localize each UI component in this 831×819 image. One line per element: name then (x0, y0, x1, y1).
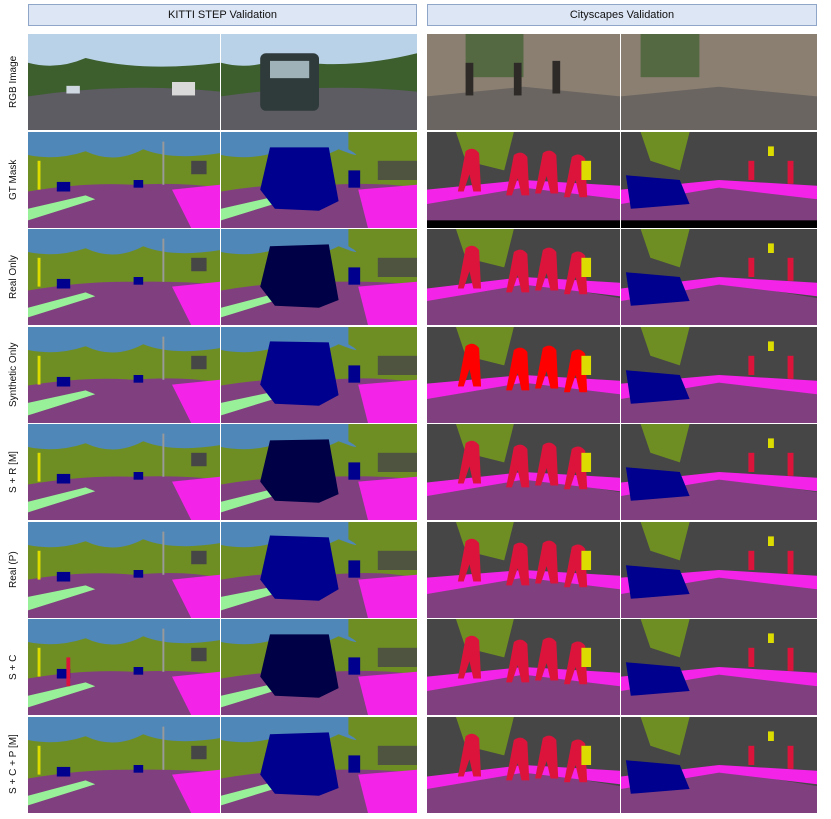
segmentation-mask (221, 521, 417, 618)
row-label: Real (P) (8, 551, 19, 588)
segmentation-mask (221, 131, 417, 228)
segmentation-mask-panel (621, 619, 817, 715)
segmentation-mask-panel (621, 229, 817, 325)
segmentation-mask-panel (28, 326, 220, 423)
segmentation-mask-panel (28, 424, 220, 520)
segmentation-mask-panel (621, 716, 817, 813)
segmentation-mask-panel (28, 716, 220, 813)
header-kitti: KITTI STEP Validation (28, 4, 417, 26)
segmentation-mask (28, 326, 220, 423)
segmentation-mask (621, 619, 817, 715)
header-cityscapes: Cityscapes Validation (427, 4, 817, 26)
segmentation-mask-panel (221, 229, 417, 325)
segmentation-mask (621, 521, 817, 618)
segmentation-mask-panel (28, 229, 220, 325)
segmentation-mask-panel (427, 716, 620, 813)
row-label: Real Only (8, 255, 19, 299)
segmentation-mask (28, 424, 220, 520)
segmentation-mask (427, 521, 620, 618)
segmentation-mask (427, 424, 620, 520)
segmentation-mask (621, 326, 817, 423)
segmentation-mask-panel (221, 424, 417, 520)
rgb-image-panel (427, 34, 620, 130)
segmentation-mask-panel (427, 521, 620, 618)
row-label: Synthetic Only (8, 342, 19, 407)
segmentation-mask-panel (621, 424, 817, 520)
segmentation-mask (28, 521, 220, 618)
segmentation-mask (28, 131, 220, 228)
segmentation-mask (28, 619, 220, 715)
segmentation-mask (221, 424, 417, 520)
segmentation-mask-panel (427, 229, 620, 325)
segmentation-mask-panel (427, 424, 620, 520)
row-label: GT Mask (8, 159, 19, 200)
segmentation-mask (427, 229, 620, 325)
rgb-image-panel (28, 34, 220, 130)
segmentation-mask (427, 131, 620, 228)
segmentation-mask (621, 131, 817, 228)
segmentation-mask (621, 229, 817, 325)
segmentation-mask (28, 716, 220, 813)
header-kitti-label: KITTI STEP Validation (167, 9, 278, 21)
row-label: S + C + P [M] (8, 734, 19, 795)
segmentation-mask-panel (221, 131, 417, 228)
row-label: S + R [M] (8, 451, 19, 493)
segmentation-mask-panel (221, 716, 417, 813)
segmentation-mask (221, 229, 417, 325)
row-label: S + C (8, 654, 19, 680)
segmentation-mask-panel (621, 521, 817, 618)
segmentation-mask-panel (427, 131, 620, 228)
segmentation-mask (427, 716, 620, 813)
segmentation-mask-panel (28, 619, 220, 715)
rgb-image-panel (621, 34, 817, 130)
segmentation-mask-panel (221, 619, 417, 715)
segmentation-mask-panel (621, 326, 817, 423)
rgb-image (28, 34, 220, 130)
segmentation-mask-panel (427, 619, 620, 715)
segmentation-mask (427, 326, 620, 423)
rgb-image (621, 34, 817, 130)
rgb-image (427, 34, 620, 130)
rgb-image-panel (221, 34, 417, 130)
segmentation-mask (221, 619, 417, 715)
rgb-image (221, 34, 417, 130)
row-label: RGB Image (8, 55, 19, 109)
segmentation-mask-panel (28, 131, 220, 228)
segmentation-mask-panel (427, 326, 620, 423)
segmentation-mask (427, 619, 620, 715)
segmentation-mask-panel (221, 521, 417, 618)
segmentation-mask-panel (221, 326, 417, 423)
segmentation-mask (221, 326, 417, 423)
segmentation-mask-panel (621, 131, 817, 228)
segmentation-mask (221, 716, 417, 813)
segmentation-mask-panel (28, 521, 220, 618)
header-cityscapes-label: Cityscapes Validation (569, 9, 675, 21)
segmentation-mask (28, 229, 220, 325)
segmentation-mask (621, 716, 817, 813)
segmentation-mask (621, 424, 817, 520)
